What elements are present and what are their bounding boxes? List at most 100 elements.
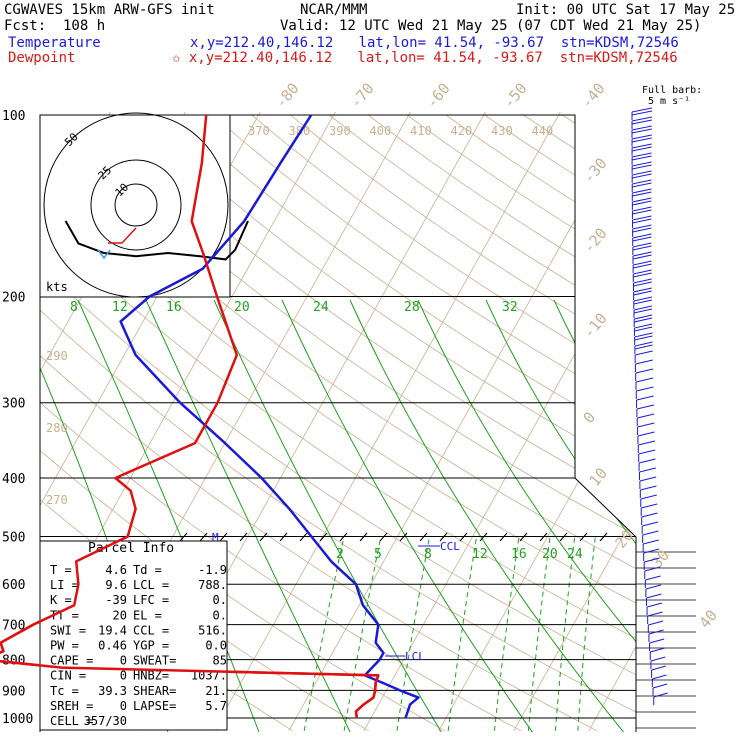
isotherm-label--40: -40: [578, 79, 609, 111]
wind-barb-flag: [636, 404, 654, 410]
isotherm-line: [213, 112, 567, 731]
pressure-label-900: 900: [2, 684, 25, 699]
theta-label-380: 380: [289, 124, 311, 138]
wind-barb-flag: [652, 683, 668, 689]
hodograph-storm-marker: [108, 227, 137, 244]
mixing-label-low-5: 5: [374, 547, 382, 562]
isotherm-line: [588, 112, 636, 731]
dry-adiabat-line: [40, 114, 636, 732]
temperature-profile: [119, 114, 420, 719]
wind-barb-flag: [633, 260, 652, 266]
parcel-key: EL =: [133, 608, 162, 622]
parcel-box: [39, 540, 228, 731]
dry-adiabat-line: [367, 114, 636, 732]
parcel-key: CCL =: [133, 623, 169, 637]
barb-key-label: Full barb:: [642, 85, 702, 96]
mixing-ratio-line: [447, 536, 478, 731]
wind-barb-flag: [631, 134, 652, 140]
isotherm-line: [513, 112, 636, 731]
parcel-key: SWI =: [50, 623, 86, 637]
wind-barb-flag: [632, 170, 652, 176]
parcel-key: PW =: [50, 639, 79, 653]
temperature-location: x,y=212.40,146.12 lat,lon= 41.54, -93.67…: [190, 35, 679, 51]
init-time: Init: 00 UTC Sat 17 May 25: [516, 2, 736, 18]
wind-barbs: [631, 107, 668, 705]
theta-label-440: 440: [532, 124, 554, 138]
dry-adiabat-line: [290, 114, 636, 732]
wind-barb-flag: [631, 107, 653, 113]
parcel-key: Tc =: [50, 684, 79, 698]
parcel-key: SWEAT=: [133, 654, 176, 668]
hodograph-ring: [114, 183, 158, 227]
wind-barb-flag: [633, 305, 653, 311]
pressure-label-300: 300: [2, 397, 25, 412]
dry-adiabat-line: [40, 114, 636, 732]
wind-barb-flag: [632, 164, 652, 170]
wind-barb-flag: [632, 206, 652, 212]
wind-barb-flag: [633, 299, 652, 305]
wind-barb-flag: [632, 209, 652, 215]
m-label: M: [212, 531, 219, 544]
parcel-value: 9.6: [105, 578, 127, 592]
wind-barb-flag: [636, 386, 654, 392]
wind-barb-flag: [632, 254, 652, 260]
theta-label-290: 290: [46, 349, 68, 363]
dry-adiabat-line: [329, 114, 636, 732]
wind-barb-flag: [646, 593, 662, 599]
isotherm-line: [40, 112, 42, 731]
wind-barb-flag: [648, 629, 664, 635]
wind-barb-flag: [640, 494, 657, 500]
pressure-label-400: 400: [2, 472, 25, 487]
mixing-ratio-line: [493, 536, 520, 731]
wind-barb-flag: [634, 344, 653, 350]
parcel-value: 5.7: [205, 699, 227, 713]
parcel-value: 39.3: [98, 684, 127, 698]
isotherm-line: [664, 102, 740, 731]
wind-barb-flag: [632, 191, 652, 197]
wind-barb-flag: [632, 251, 652, 257]
dry-adiabat-line: [251, 114, 636, 732]
wind-barb-flag: [632, 233, 652, 239]
wind-barb-flag: [634, 341, 653, 347]
isotherm-label-10: 10: [586, 464, 611, 489]
dry-adiabat-line: [134, 114, 636, 732]
level-wind-tick: [439, 532, 448, 542]
theta-label-390: 390: [329, 124, 351, 138]
pressure-label-700: 700: [2, 619, 25, 634]
parcel-value: 788.: [198, 578, 227, 592]
mixing-ratio-line: [343, 536, 382, 731]
isotherm-label--10: -10: [580, 309, 611, 341]
wind-barb-flag: [633, 296, 652, 302]
wind-barb-flag: [632, 236, 652, 242]
parcel-value: 357/30: [84, 714, 127, 728]
wind-barb-flag: [631, 146, 652, 152]
pressure-label-1000: 1000: [2, 712, 33, 727]
mixing-ratio-line: [577, 536, 596, 731]
pressure-label-600: 600: [2, 578, 25, 593]
mixing-label-low-24: 24: [567, 547, 583, 562]
theta-label-280: 280: [46, 421, 68, 435]
parcel-value: 516.: [198, 623, 227, 637]
mixing-label-low-20: 20: [542, 547, 558, 562]
level-wind-tick: [599, 532, 608, 542]
parcel-value: 0.: [213, 593, 227, 607]
hodograph-box: [39, 114, 231, 298]
wind-barb-flag: [638, 440, 656, 446]
wind-barb-flag: [650, 656, 666, 662]
org-title: NCAR/MMM: [300, 2, 368, 18]
theta-label-410: 410: [410, 124, 432, 138]
wind-barb-flag: [631, 143, 652, 149]
barb-key-units: 5 m s⁻¹: [648, 96, 690, 107]
mixing-label-8: 8: [70, 300, 78, 315]
parcel-value: 4.6: [105, 563, 127, 577]
wind-barb-flag: [637, 422, 655, 428]
level-wind-tick: [319, 532, 328, 542]
hodograph-cyan-marker: [97, 249, 111, 260]
dry-adiabat-line: [718, 115, 740, 731]
valid-time: Valid: 12 UTC Wed 21 May 25 (07 CDT Wed …: [280, 18, 702, 34]
mixing-label-low-8: 8: [424, 547, 432, 562]
level-wind-tick: [179, 532, 188, 542]
dry-adiabat-line: [40, 114, 597, 732]
theta-label-370: 370: [248, 124, 270, 138]
